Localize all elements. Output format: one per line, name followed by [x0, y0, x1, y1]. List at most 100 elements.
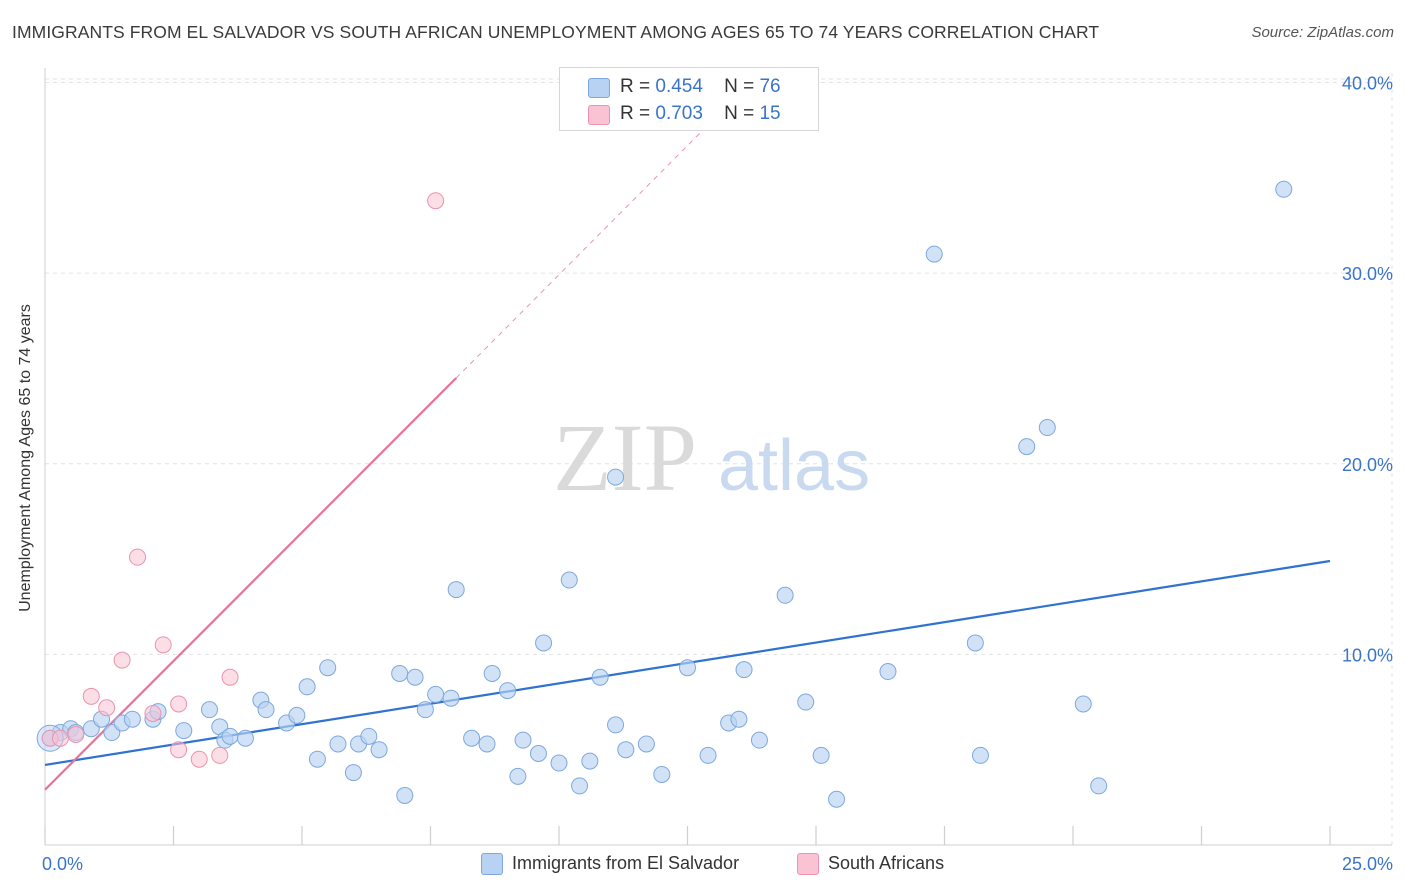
r-value-south-africans: 0.703 [655, 103, 703, 124]
point-el-salvador [776, 586, 794, 604]
point-el-salvador [1074, 695, 1092, 713]
point-el-salvador [828, 790, 846, 808]
watermark-zip: ZIP [553, 404, 697, 511]
point-el-salvador [730, 710, 748, 728]
y-axis-label: Unemployment Among Ages 65 to 74 years [17, 304, 34, 612]
point-el-salvador [550, 754, 568, 772]
point-el-salvador [514, 731, 532, 749]
point-el-salvador [560, 571, 578, 589]
point-el-salvador [329, 735, 347, 753]
point-south-african [144, 704, 162, 722]
point-el-salvador [396, 786, 414, 804]
point-el-salvador [416, 701, 434, 719]
point-el-salvador [427, 685, 445, 703]
point-el-salvador [298, 678, 316, 696]
point-south-african [154, 636, 172, 654]
axes [44, 68, 1392, 846]
point-el-salvador [391, 664, 409, 682]
point-south-african [67, 725, 85, 743]
point-south-african [51, 729, 69, 747]
point-el-salvador [463, 729, 481, 747]
point-el-salvador [442, 689, 460, 707]
point-el-salvador [1018, 438, 1036, 456]
legend-swatch-blue [588, 78, 610, 98]
x-tick-label-max: 25.0% [1342, 854, 1393, 874]
point-south-african [98, 699, 116, 717]
point-el-salvador [344, 764, 362, 782]
point-south-african [170, 695, 188, 713]
point-south-african [129, 548, 147, 566]
n-value-salvador: 76 [759, 76, 781, 97]
bottom-legend-label-salvador: Immigrants from El Salvador [512, 853, 740, 873]
legend-swatch-pink [797, 853, 819, 875]
point-el-salvador [812, 746, 830, 764]
point-el-salvador [735, 661, 753, 679]
point-south-african [170, 741, 188, 759]
point-el-salvador [360, 727, 378, 745]
n-label: N = [724, 103, 755, 124]
point-el-salvador [257, 701, 275, 719]
source-label: Source: ZipAtlas.com [1251, 24, 1394, 41]
y-tick-label: 10.0% [1342, 645, 1393, 665]
point-el-salvador [653, 765, 671, 783]
point-el-salvador [406, 668, 424, 686]
x-tick-label-min: 0.0% [42, 854, 83, 874]
point-el-salvador [499, 682, 517, 700]
point-el-salvador [581, 752, 599, 770]
y-tick-label: 30.0% [1342, 264, 1393, 284]
trend-line-south-africans [44, 377, 457, 791]
point-el-salvador [637, 735, 655, 753]
y-tick-label: 40.0% [1342, 74, 1393, 94]
data-points [36, 180, 1293, 808]
r-label: R = [620, 76, 651, 97]
point-el-salvador [571, 777, 589, 795]
point-el-salvador [617, 741, 635, 759]
trend-line-south-africans-extension [455, 93, 740, 379]
point-el-salvador [447, 581, 465, 599]
n-value-south-africans: 15 [759, 103, 781, 124]
legend-swatch-pink [588, 105, 610, 125]
point-el-salvador [509, 767, 527, 785]
point-el-salvador [175, 722, 193, 740]
point-el-salvador [221, 727, 239, 745]
point-el-salvador [370, 741, 388, 759]
point-south-african [221, 668, 239, 686]
point-el-salvador [591, 668, 609, 686]
point-el-salvador [236, 729, 254, 747]
point-el-salvador [1275, 180, 1293, 198]
watermark: ZIP atlas [553, 404, 870, 511]
r-label: R = [620, 103, 651, 124]
point-el-salvador [319, 659, 337, 677]
point-el-salvador [535, 634, 553, 652]
legend-stats-salvador: R = 0.454 N = 76 [620, 76, 781, 98]
point-el-salvador [288, 706, 306, 724]
point-el-salvador [797, 693, 815, 711]
point-el-salvador [123, 710, 141, 728]
point-south-african [82, 687, 100, 705]
legend-stats-south-africans: R = 0.703 N = 15 [620, 103, 781, 125]
point-el-salvador [679, 659, 696, 677]
point-el-salvador [483, 664, 501, 682]
point-el-salvador [529, 745, 547, 763]
point-el-salvador [971, 746, 989, 764]
point-south-african [190, 750, 208, 768]
point-el-salvador [699, 746, 717, 764]
point-el-salvador [1038, 419, 1056, 437]
chart-title: IMMIGRANTS FROM EL SALVADOR VS SOUTH AFR… [12, 22, 1100, 42]
tick-labels: 10.0% 20.0% 30.0% 40.0% 0.0% 25.0% [42, 74, 1393, 874]
point-el-salvador [1090, 777, 1108, 795]
point-el-salvador [966, 634, 984, 652]
watermark-atlas: atlas [718, 426, 870, 506]
gridlines [45, 73, 1393, 845]
r-value-salvador: 0.454 [655, 76, 703, 97]
y-tick-label: 20.0% [1342, 455, 1393, 475]
point-el-salvador [925, 245, 943, 263]
point-el-salvador [879, 663, 897, 681]
stats-legend: R = 0.454 N = 76 R = 0.703 N = 15 [559, 67, 819, 131]
legend-swatch-blue [481, 853, 503, 875]
point-el-salvador [607, 468, 625, 486]
point-el-salvador [750, 731, 768, 749]
point-south-african [113, 651, 131, 669]
point-el-salvador [308, 750, 326, 768]
